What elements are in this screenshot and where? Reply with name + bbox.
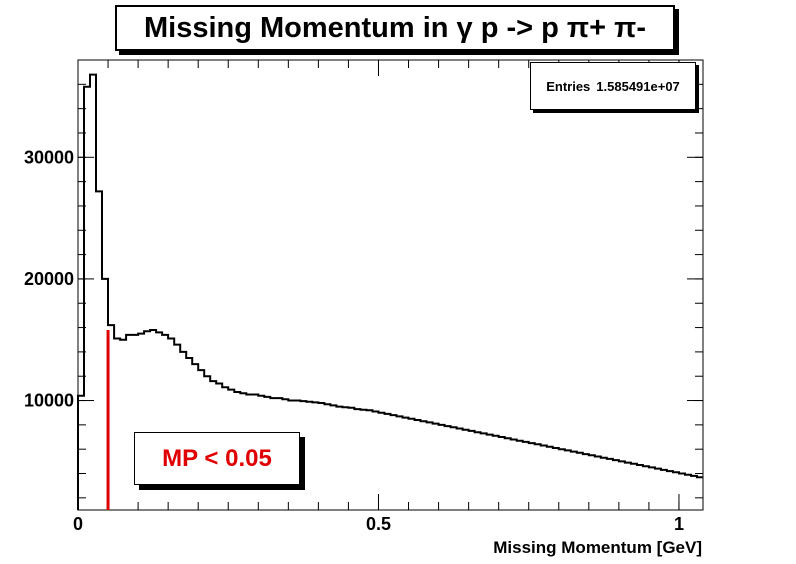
cut-label: MP < 0.05: [162, 444, 272, 472]
stats-entries-label: Entries: [546, 78, 591, 94]
cut-label-box: MP < 0.05: [134, 432, 300, 485]
x-tick-label: 0: [73, 514, 83, 534]
x-axis-title: Missing Momentum [GeV]: [493, 538, 702, 557]
plot-frame: [77, 59, 704, 511]
x-tick-label: 1: [674, 514, 684, 534]
y-axis-ticks: 10000 20000 30000: [24, 147, 703, 411]
chart-title-box: Missing Momentum in γ p -> p π+ π-: [115, 5, 675, 51]
y-tick-label: 10000: [24, 391, 74, 411]
stats-entries-value: 1.585491e+07: [596, 78, 680, 94]
y-tick-label: 20000: [24, 269, 74, 289]
stats-box: Entries 1.585491e+07: [530, 62, 696, 110]
y-tick-label: 30000: [24, 147, 74, 167]
histogram-series-line: [77, 73, 703, 510]
chart-title: Missing Momentum in γ p -> p π+ π-: [144, 11, 646, 44]
x-tick-label: 0.5: [366, 514, 391, 534]
